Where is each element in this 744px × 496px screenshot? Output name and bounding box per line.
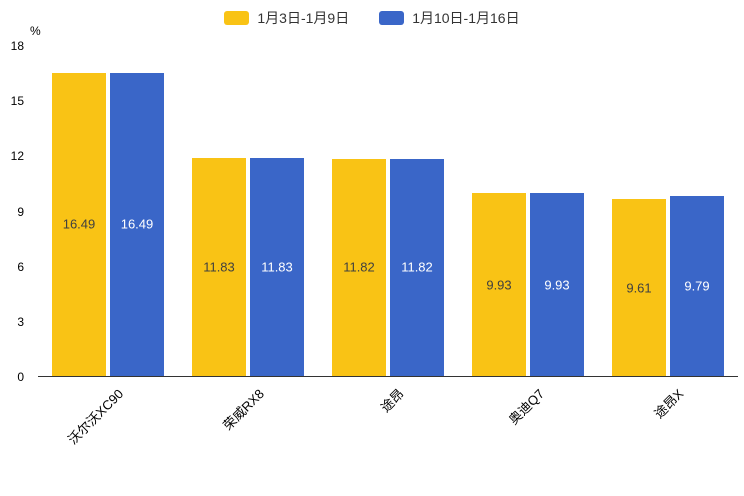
legend-swatch-series1-icon <box>224 11 250 25</box>
bar-value-label: 11.82 <box>401 259 433 275</box>
bar-series1[interactable]: 11.82 <box>332 158 386 376</box>
bar-group: 16.49 16.49 <box>38 46 178 376</box>
y-axis-tick-label: 15 <box>10 94 24 109</box>
bar-series2[interactable]: 9.79 <box>670 195 724 376</box>
chart-legend: 1月3日-1月9日 1月10日-1月16日 <box>0 8 744 28</box>
bar-value-label: 9.61 <box>626 280 652 296</box>
x-axis-category-label: 途昂X <box>651 386 687 422</box>
bar-value-label: 16.49 <box>120 216 154 232</box>
legend-label-series2: 1月10日-1月16日 <box>412 10 520 26</box>
y-axis-tick-label: 6 <box>17 259 24 274</box>
y-axis-tick-label: 12 <box>10 149 24 164</box>
bar-series1[interactable]: 9.61 <box>612 199 666 376</box>
bar-value-label: 11.83 <box>203 259 235 275</box>
bar-group: 11.83 11.83 <box>178 46 318 376</box>
bar-value-label: 9.93 <box>486 277 512 293</box>
bar-value-label: 9.79 <box>684 278 710 294</box>
bar-series1[interactable]: 16.49 <box>52 72 106 376</box>
bar-series2[interactable]: 9.93 <box>530 193 584 376</box>
y-axis: 0 3 6 9 12 15 18 <box>0 39 28 384</box>
legend-item-series2[interactable]: 1月10日-1月16日 <box>379 8 520 28</box>
x-axis: 沃尔沃XC90 荣威RX8 途昂 奥迪Q7 途昂X <box>0 384 744 494</box>
y-axis-tick-label: 9 <box>17 204 24 219</box>
x-axis-category-label: 奥迪Q7 <box>505 386 547 428</box>
legend-item-series1[interactable]: 1月3日-1月9日 <box>224 8 349 28</box>
y-axis-tick-label: 3 <box>17 314 24 329</box>
bar-group: 11.82 11.82 <box>318 46 458 376</box>
bar-group: 9.93 9.93 <box>458 46 598 376</box>
y-axis-tick-label: 18 <box>10 39 24 53</box>
x-axis-category-label: 途昂 <box>377 386 407 416</box>
bar-series1[interactable]: 9.93 <box>472 193 526 376</box>
bar-series2[interactable]: 11.83 <box>250 158 304 376</box>
plot-area: 16.49 16.49 11.83 11.83 11.82 11.82 9.93 9.93 9.… <box>38 46 738 377</box>
legend-swatch-series2-icon <box>379 11 405 25</box>
legend-label-series1: 1月3日-1月9日 <box>257 10 350 26</box>
y-axis-unit-label: % <box>30 24 41 38</box>
x-axis-category-label: 荣威RX8 <box>219 386 267 434</box>
x-axis-category-label: 沃尔沃XC90 <box>65 386 127 448</box>
bar-value-label: 16.49 <box>62 216 96 232</box>
bar-value-label: 11.82 <box>343 259 375 275</box>
bar-value-label: 11.83 <box>261 259 293 275</box>
bar-group: 9.61 9.79 <box>598 46 738 376</box>
bar-series2[interactable]: 11.82 <box>390 158 444 376</box>
bar-value-label: 9.93 <box>544 277 570 293</box>
bar-series1[interactable]: 11.83 <box>192 158 246 376</box>
bar-series2[interactable]: 16.49 <box>110 72 164 376</box>
y-axis-tick-label: 0 <box>17 370 24 384</box>
